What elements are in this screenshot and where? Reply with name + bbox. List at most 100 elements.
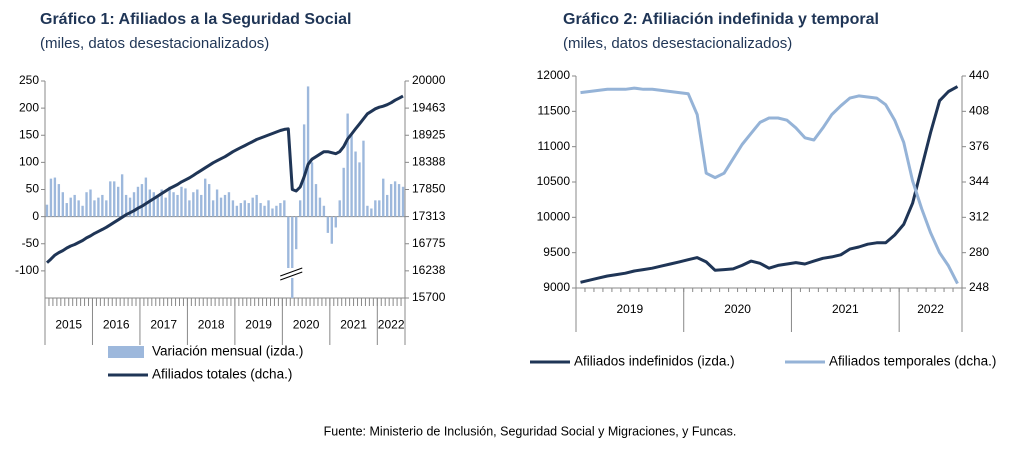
y2-tick-label: 16775 <box>412 236 446 250</box>
bar <box>200 194 203 217</box>
bar <box>374 200 377 217</box>
y2-tick-label: 248 <box>969 280 989 294</box>
x-group-label: 2022 <box>917 302 944 316</box>
x-group-label: 2020 <box>724 302 751 316</box>
bar <box>267 200 270 217</box>
bar <box>160 189 163 217</box>
bar <box>231 200 235 217</box>
bar <box>140 184 144 217</box>
bar <box>378 200 381 217</box>
bar <box>57 184 61 217</box>
bar <box>188 200 191 217</box>
x-group-label: 2021 <box>832 302 859 316</box>
x-group-label: 2021 <box>340 318 367 332</box>
bar <box>53 177 57 217</box>
y2-tick-label: 19463 <box>412 100 446 114</box>
bar <box>215 189 219 217</box>
axis-break <box>280 271 303 281</box>
bar <box>45 204 49 217</box>
bar <box>318 197 322 217</box>
bar <box>255 194 258 217</box>
bar <box>291 216 294 298</box>
bar <box>247 203 250 217</box>
y2-tick-label: 17850 <box>412 182 446 196</box>
bar <box>101 194 104 217</box>
bar <box>132 192 136 217</box>
bar <box>334 216 337 228</box>
bar <box>338 200 341 217</box>
bar <box>156 194 159 217</box>
x-group-label: 2015 <box>55 318 82 332</box>
y2-tick-label: 312 <box>969 210 989 224</box>
bar <box>397 184 401 217</box>
bar <box>164 197 167 217</box>
legend-swatch <box>108 346 144 358</box>
bar <box>49 178 53 217</box>
bar <box>65 203 68 217</box>
y2-tick-label: 440 <box>969 68 989 82</box>
axis-break <box>280 267 303 277</box>
bar <box>358 162 361 217</box>
bar <box>389 184 393 217</box>
chart-subtitle: (miles, datos desestacionalizados) <box>40 35 269 52</box>
bar <box>314 184 318 217</box>
line <box>580 85 959 284</box>
y2-tick-label: 408 <box>969 104 989 118</box>
y2-tick-label: 18388 <box>412 155 446 169</box>
bar <box>382 178 385 217</box>
bar <box>366 205 369 217</box>
bar <box>180 186 183 217</box>
bar <box>192 192 195 217</box>
y-tick-label: 50 <box>26 182 40 196</box>
y2-tick-label: 18925 <box>412 127 446 141</box>
bar <box>172 192 175 217</box>
x-group-label: 2016 <box>103 318 130 332</box>
bar <box>295 216 298 250</box>
y-tick-label: 250 <box>19 73 39 87</box>
bar <box>330 216 333 244</box>
line <box>45 94 404 264</box>
bar <box>239 203 243 217</box>
y2-tick-label: 344 <box>969 174 989 188</box>
bar <box>310 162 314 217</box>
bar <box>97 197 100 217</box>
bar <box>93 200 96 217</box>
bar <box>117 186 120 217</box>
bar <box>326 216 330 233</box>
bar <box>271 208 274 217</box>
bar <box>298 200 302 217</box>
bar <box>243 200 246 217</box>
bar <box>207 184 211 217</box>
x-group-label: 2022 <box>378 318 405 332</box>
bar <box>69 197 72 217</box>
bar <box>196 189 199 217</box>
bar <box>342 167 345 217</box>
bar <box>152 192 155 217</box>
bar <box>393 181 397 217</box>
chart-title: Gráfico 1: Afiliados a la Seguridad Soci… <box>40 11 352 28</box>
y-tick-label: 9500 <box>543 245 570 259</box>
bar <box>362 140 365 217</box>
y-tick-label: 12000 <box>537 68 571 82</box>
bar <box>370 208 373 217</box>
y-tick-label: -50 <box>22 236 40 250</box>
y2-tick-label: 20000 <box>412 73 446 87</box>
y-tick-label: 11000 <box>538 139 571 153</box>
y-tick-label: 0 <box>32 209 39 223</box>
axis-break <box>278 268 307 278</box>
bar <box>223 194 227 217</box>
bar <box>279 203 282 217</box>
bar <box>136 186 140 217</box>
bar <box>275 205 278 217</box>
bar <box>184 188 187 217</box>
bar <box>128 197 132 217</box>
bar <box>346 113 349 217</box>
bar <box>350 135 353 217</box>
y2-tick-label: 376 <box>969 139 989 153</box>
bar <box>73 194 76 217</box>
bar <box>148 189 152 217</box>
bar <box>89 189 92 217</box>
bar <box>322 205 326 217</box>
y2-tick-label: 280 <box>969 245 989 259</box>
